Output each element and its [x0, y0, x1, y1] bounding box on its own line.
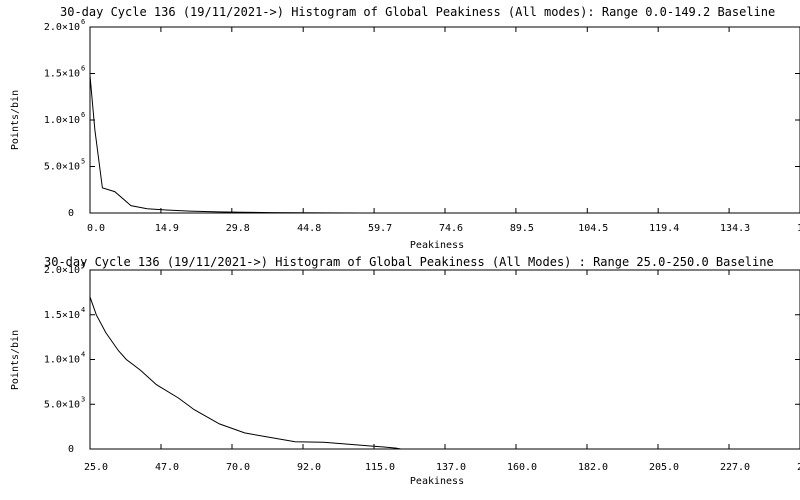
bottom-x-tick-label: 115.0 — [365, 462, 395, 473]
bottom-y-axis-label: Points/bin — [10, 330, 21, 390]
bottom-x-tick-label: 250 — [797, 462, 800, 473]
top-x-tick-label: 0.0 — [87, 223, 105, 234]
bottom-chart: 30-day Cycle 136 (19/11/2021->) Histogra… — [10, 255, 800, 487]
bottom-y-tick-exponent: 4 — [81, 261, 85, 269]
top-x-tick-label: 119.4 — [649, 223, 679, 234]
top-y-tick-exponent: 6 — [81, 18, 85, 26]
top-y-tick-exponent: 6 — [81, 111, 85, 119]
top-y-ticks: 05.0×10 51.0×10 61.5×10 62.0×10 6 — [44, 18, 800, 219]
bottom-x-tick-label: 205.0 — [649, 462, 679, 473]
top-x-tick-label: 14.9 — [155, 223, 179, 234]
top-y-tick-label: 0 — [68, 208, 74, 219]
bottom-chart-title: 30-day Cycle 136 (19/11/2021->) Histogra… — [44, 255, 774, 269]
bottom-x-tick-label: 160.0 — [507, 462, 537, 473]
bottom-y-ticks: 05.0×10 31.0×10 41.5×10 42.0×10 4 — [44, 261, 800, 455]
top-x-tick-label: 44.8 — [297, 223, 321, 234]
bottom-x-tick-label: 25.0 — [84, 462, 108, 473]
bottom-y-tick-exponent: 3 — [81, 395, 85, 403]
bottom-y-tick-exponent: 4 — [81, 306, 85, 314]
top-x-ticks: 0.0 14.9 29.8 44.8 59.7 74.6 89.5 104.5 119.4 134… — [87, 27, 800, 234]
top-x-tick-label: 29.8 — [226, 223, 250, 234]
bottom-x-tick-label: 47.0 — [155, 462, 179, 473]
bottom-plot-frame — [89, 269, 800, 450]
top-y-tick-label: 5.0×10 — [44, 162, 80, 173]
bottom-x-tick-label: 137.0 — [436, 462, 466, 473]
bottom-x-ticks: 25.0 47.0 70.0 92.0 115.0 137.0 160.0 182.0 205.… — [84, 270, 800, 473]
top-x-tick-label: 104.5 — [578, 223, 608, 234]
top-series-line — [89, 75, 362, 214]
bottom-x-tick-label: 227.0 — [720, 462, 750, 473]
top-x-axis-label: Peakiness — [410, 240, 464, 251]
top-y-tick-label: 1.5×10 — [44, 69, 80, 80]
top-y-tick-exponent: 6 — [81, 65, 85, 73]
top-chart: 30-day Cycle 136 (19/11/2021->) Histogra… — [10, 5, 800, 251]
top-chart-title: 30-day Cycle 136 (19/11/2021->) Histogra… — [60, 5, 775, 19]
top-x-tick-label: 59.7 — [368, 223, 392, 234]
top-x-tick-label: 149 — [797, 223, 800, 234]
top-plot-frame — [89, 26, 800, 214]
bottom-series-line — [89, 296, 401, 450]
top-y-axis-label: Points/bin — [10, 90, 21, 150]
bottom-y-tick-label: 5.0×10 — [44, 399, 80, 410]
bottom-y-tick-exponent: 4 — [81, 351, 85, 359]
bottom-x-tick-label: 182.0 — [578, 462, 608, 473]
top-x-tick-label: 134.3 — [720, 223, 750, 234]
top-y-tick-exponent: 5 — [81, 158, 85, 166]
bottom-y-tick-label: 0 — [68, 444, 74, 455]
bottom-y-tick-label: 1.0×10 — [44, 355, 80, 366]
bottom-y-tick-label: 1.5×10 — [44, 310, 80, 321]
bottom-x-tick-label: 70.0 — [226, 462, 250, 473]
bottom-x-tick-label: 92.0 — [297, 462, 321, 473]
top-y-tick-label: 1.0×10 — [44, 115, 80, 126]
bottom-x-axis-label: Peakiness — [410, 476, 464, 487]
top-x-tick-label: 74.6 — [439, 223, 463, 234]
top-x-tick-label: 89.5 — [510, 223, 534, 234]
bottom-y-tick-label: 2.0×10 — [44, 265, 80, 276]
top-y-tick-label: 2.0×10 — [44, 22, 80, 33]
